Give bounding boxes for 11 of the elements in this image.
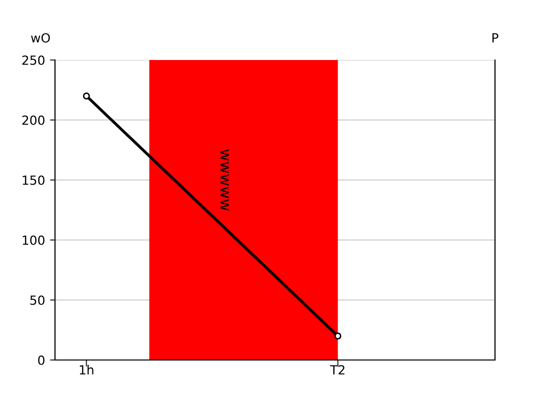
annotation: wwwww (220, 149, 229, 211)
y-axis-title: wO (31, 33, 50, 43)
y2-axis-title: P (492, 33, 498, 42)
x-tick-label: T2 (330, 365, 344, 374)
y-tick-label: 250 (22, 55, 44, 65)
y-tick-label: 200 (22, 115, 44, 125)
y-tick-label: 50 (30, 295, 44, 305)
x-tick-label: 1h (80, 364, 94, 374)
y-tick-label: 100 (22, 235, 44, 245)
y-tick-label: 150 (22, 175, 44, 185)
y-tick-label: 0 (38, 355, 44, 365)
